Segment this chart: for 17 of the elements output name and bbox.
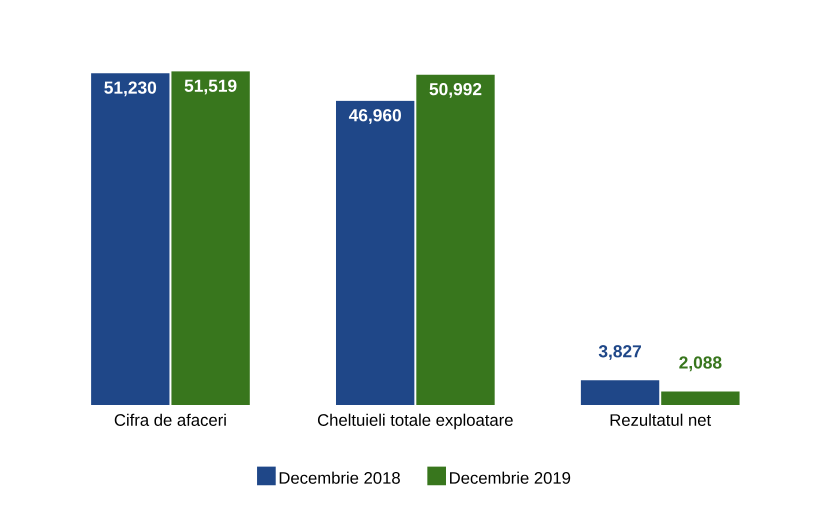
bar (661, 391, 740, 405)
bar (336, 100, 414, 405)
bar (91, 73, 170, 405)
data-label: 46,960 (348, 109, 401, 124)
bar (416, 74, 495, 405)
data-label: 3,827 (598, 345, 641, 360)
x-tick-label: Rezultatul net (610, 414, 712, 426)
legend-label: Decembrie 2018 (280, 472, 400, 484)
bar (580, 380, 660, 405)
x-tick-label: Cifra de afaceri (114, 414, 226, 426)
bar (171, 71, 250, 405)
x-tick-label: Cheltuieli totale exploatare (318, 414, 513, 430)
data-label: 51,519 (184, 80, 236, 94)
data-label: 51,230 (104, 81, 156, 96)
legend-label: Decembrie 2019 (450, 472, 570, 484)
data-label: 2,088 (679, 356, 722, 372)
data-label: 50,992 (430, 83, 482, 98)
